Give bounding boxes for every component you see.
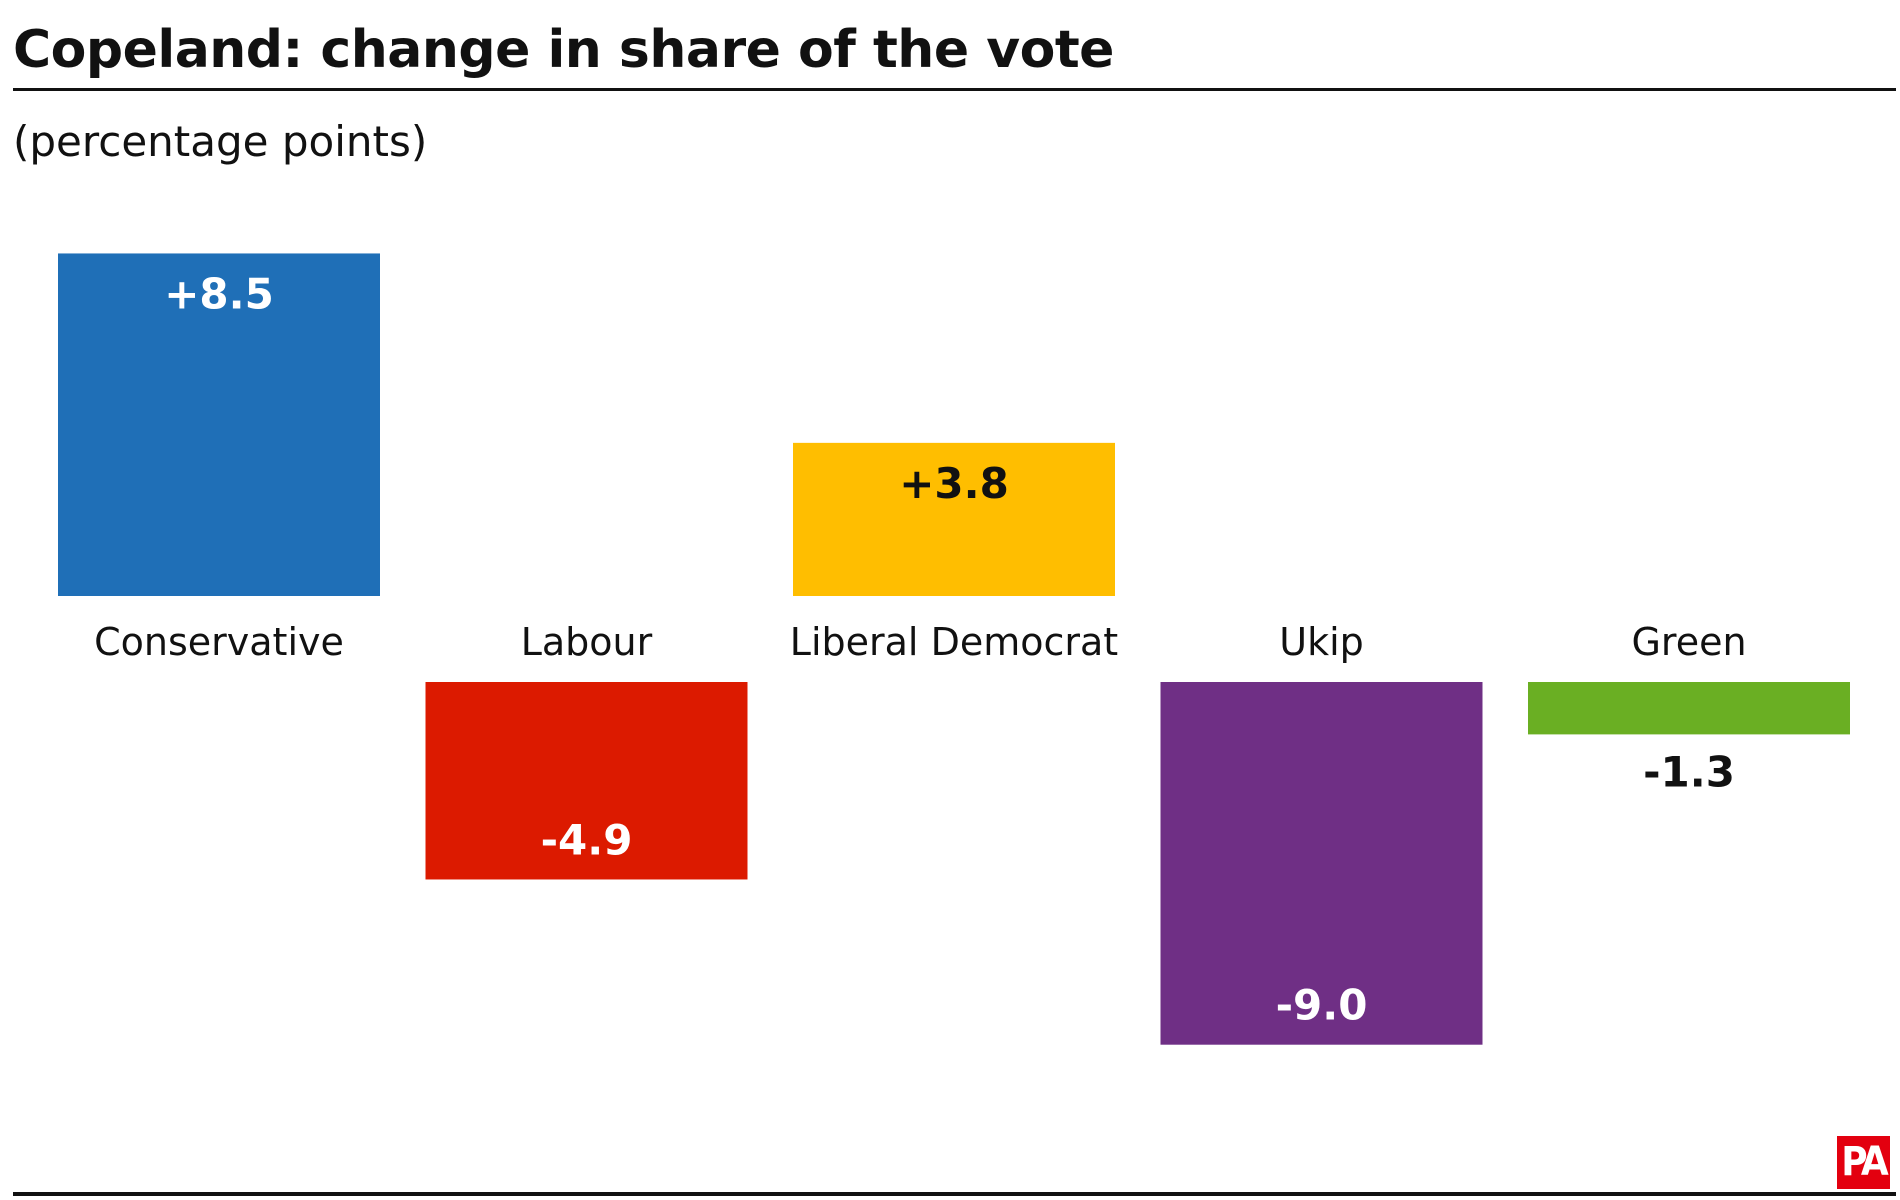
value-label-ukip: -9.0 bbox=[1276, 981, 1368, 1030]
value-label-green: -1.3 bbox=[1643, 747, 1735, 796]
bottom-divider bbox=[13, 1192, 1896, 1196]
bar-liberal-democrat bbox=[793, 442, 1115, 596]
bar-ukip bbox=[1160, 682, 1483, 1045]
category-label-green: Green bbox=[1631, 620, 1746, 664]
bar-green bbox=[1528, 682, 1850, 735]
value-label-conservative: +8.5 bbox=[164, 269, 274, 318]
value-label-liberal-democrat: +3.8 bbox=[899, 459, 1009, 508]
category-label-conservative: Conservative bbox=[94, 620, 344, 664]
category-label-labour: Labour bbox=[521, 620, 653, 664]
chart-subtitle: (percentage points) bbox=[13, 117, 428, 166]
pa-logo: PA bbox=[1837, 1136, 1890, 1189]
value-label-labour: -4.9 bbox=[541, 815, 633, 864]
category-label-liberal-democrat: Liberal Democrat bbox=[790, 620, 1118, 664]
bar-conservative bbox=[58, 253, 380, 596]
category-label-ukip: Ukip bbox=[1279, 620, 1364, 664]
chart-title: Copeland: change in share of the vote bbox=[13, 20, 1114, 80]
bar-labour bbox=[425, 682, 748, 880]
title-divider bbox=[13, 88, 1896, 91]
